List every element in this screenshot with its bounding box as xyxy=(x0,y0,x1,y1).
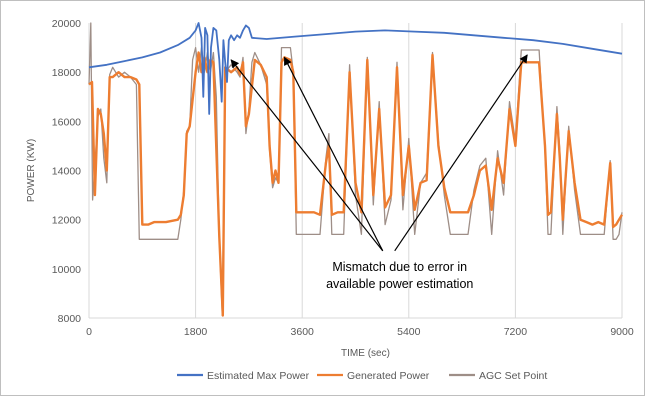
x-tick-label: 9000 xyxy=(610,326,634,338)
y-tick-label: 10000 xyxy=(52,264,81,276)
y-tick-label: 8000 xyxy=(58,313,82,325)
annotation: Mismatch due to error in available power … xyxy=(230,54,528,291)
y-tick-label: 14000 xyxy=(52,166,81,178)
x-tick-label: 3600 xyxy=(291,326,315,338)
x-tick-label: 7200 xyxy=(504,326,528,338)
series-line-generated-power xyxy=(88,51,624,317)
legend-label-generated-power: Generated Power xyxy=(347,370,430,382)
y-tick-label: 18000 xyxy=(52,67,81,79)
y-tick-label: 12000 xyxy=(52,215,81,227)
annotation-line-1: Mismatch due to error in xyxy=(332,260,467,274)
y-axis-title: POWER (KW) xyxy=(26,139,37,202)
axes: 0 1800 3600 5400 7200 9000 8000 10000 12000 14000… xyxy=(26,18,634,359)
series-line-agc-set-point xyxy=(88,22,623,317)
x-axis-title: TIME (sec) xyxy=(341,348,390,359)
annotation-arrow xyxy=(394,54,528,252)
annotation-line-2: available power estimation xyxy=(326,277,473,291)
x-tick-label: 5400 xyxy=(397,326,421,338)
annotation-arrow xyxy=(230,59,384,252)
legend-label-estimated-max-power: Estimated Max Power xyxy=(207,370,310,382)
series-line-estimated-max-power xyxy=(88,22,623,115)
y-tick-label: 16000 xyxy=(52,116,81,128)
y-tick-label: 20000 xyxy=(52,18,81,30)
x-tick-label: 1800 xyxy=(184,326,208,338)
x-tick-label: 0 xyxy=(86,326,92,338)
series-lines xyxy=(88,22,624,317)
legend: Estimated Max Power Generated Power AGC Se… xyxy=(177,370,547,382)
annotation-arrow xyxy=(283,56,384,252)
legend-label-agc-set-point: AGC Set Point xyxy=(479,370,547,382)
